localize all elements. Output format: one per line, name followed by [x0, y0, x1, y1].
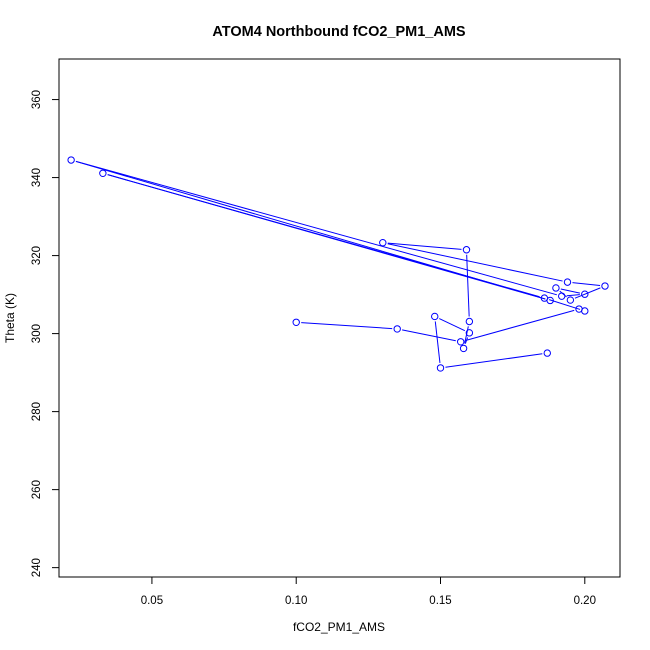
data-point: [601, 282, 609, 290]
data-point: [431, 312, 439, 321]
data-point: [379, 239, 387, 247]
series-segment: [387, 243, 563, 282]
y-tick-label: 340: [31, 168, 43, 187]
x-tick-label: 0.10: [285, 595, 307, 607]
x-tick-label: 0.20: [574, 595, 596, 607]
data-point: [566, 296, 575, 304]
series-segment: [75, 160, 558, 296]
data-point: [543, 349, 551, 357]
y-tick-label: 260: [31, 480, 43, 499]
data-point: [436, 364, 445, 372]
data-point: [575, 305, 583, 313]
data-point: [99, 169, 107, 177]
y-tick-label: 280: [31, 402, 43, 421]
y-tick-label: 360: [31, 90, 43, 109]
y-tick-label: 300: [31, 324, 43, 343]
x-axis-label: fCO2_PM1_AMS: [293, 620, 385, 634]
series-segment: [560, 288, 581, 294]
series-segment: [445, 353, 543, 368]
data-point: [465, 317, 474, 326]
y-tick-label: 320: [31, 246, 43, 265]
series-segment: [572, 282, 601, 286]
y-tick-label: 240: [31, 558, 43, 577]
x-tick-label: 0.15: [429, 595, 451, 607]
data-point: [459, 344, 468, 353]
y-axis-label: Theta (K): [3, 293, 17, 343]
series-segment: [107, 174, 540, 298]
data-point: [462, 246, 471, 254]
series-segment: [301, 322, 393, 330]
y-axis: 240 260 280 300 320 340 360: [31, 90, 60, 577]
data-point: [393, 325, 401, 333]
series-segment: [466, 254, 470, 317]
data-point: [552, 284, 560, 292]
series-segment: [439, 318, 466, 332]
data-point: [457, 338, 465, 346]
data-point: [581, 290, 589, 298]
series-segment: [402, 329, 456, 342]
x-tick-label: 0.05: [141, 595, 163, 607]
x-axis: 0.05 0.10 0.15 0.20: [141, 576, 596, 607]
data-point: [563, 278, 572, 286]
series-segment: [559, 290, 567, 298]
series-segment: [566, 294, 580, 297]
series-segment: [434, 321, 441, 364]
data-point: [540, 294, 549, 302]
data-point: [67, 156, 75, 164]
series-segment: [465, 309, 575, 341]
plot-frame: [58, 58, 621, 578]
data-point: [292, 318, 300, 326]
series-segment: [549, 299, 581, 310]
data-point: [558, 292, 566, 300]
series-segment: [387, 242, 462, 250]
chart-title: ATOM4 Northbound fCO2_PM1_AMS: [212, 24, 466, 40]
data-point: [465, 329, 474, 337]
series-layer: [67, 156, 609, 372]
